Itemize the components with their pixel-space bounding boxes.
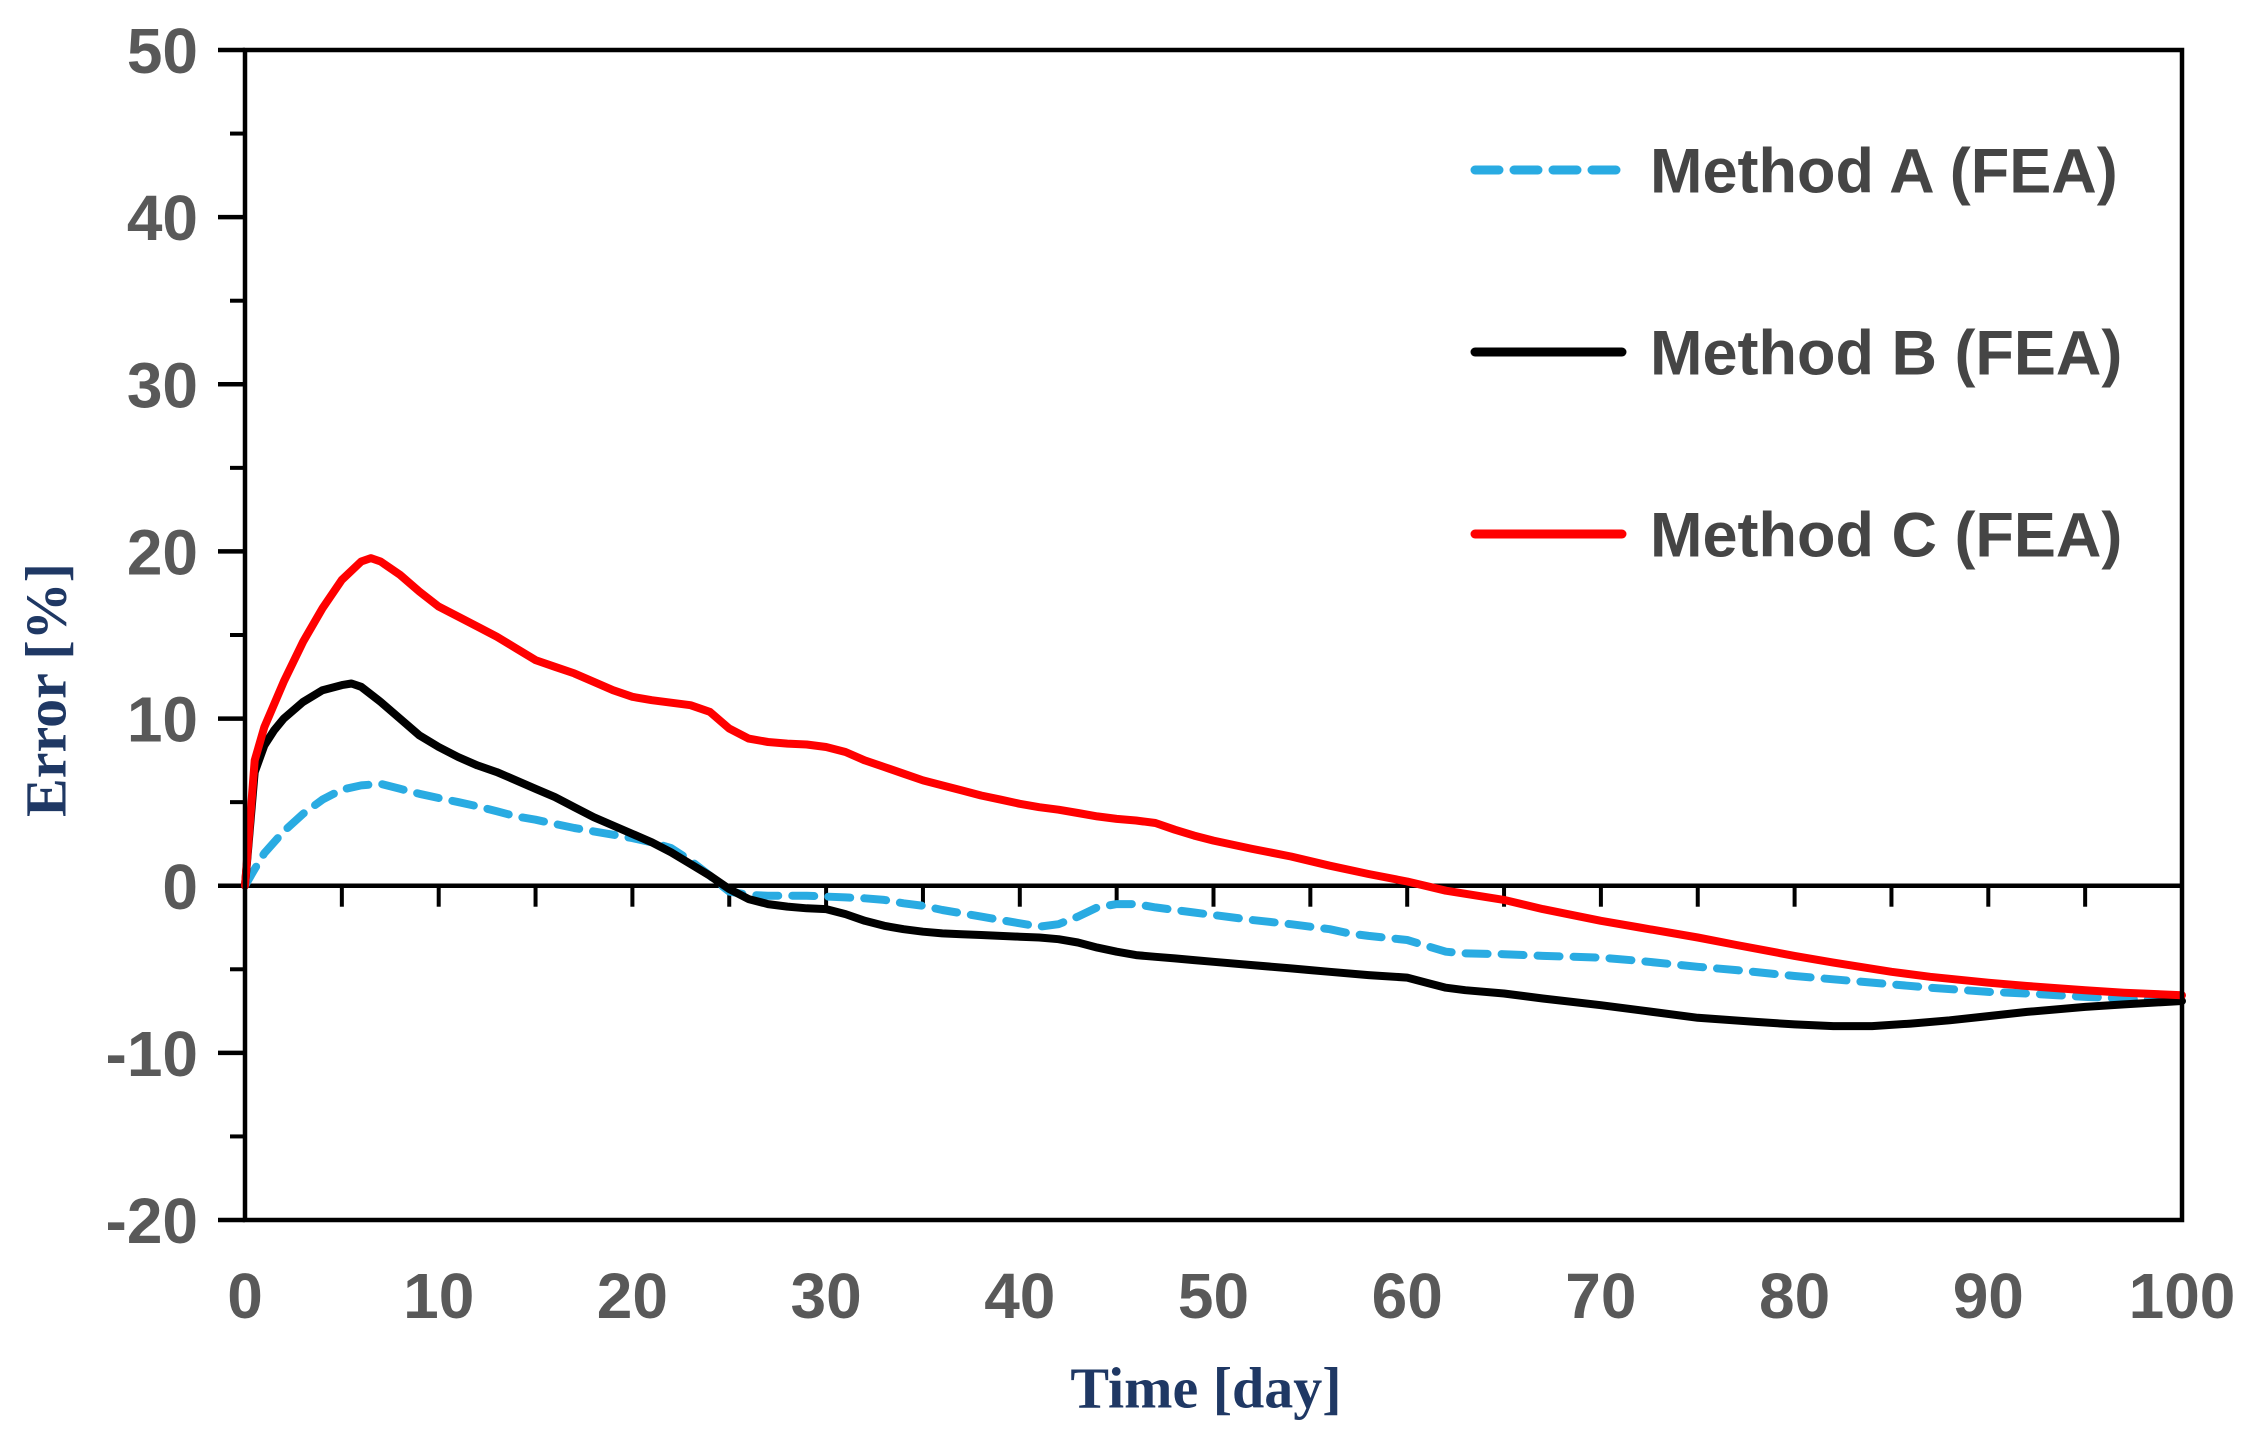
x-tick-label: 100 [2129,1260,2236,1332]
y-tick-label: -20 [106,1185,199,1257]
x-tick-label: 90 [1953,1260,2024,1332]
series-line-b [241,679,2186,1031]
x-tick-label: 60 [1372,1260,1443,1332]
y-tick-label: -10 [106,1018,199,1090]
x-tick-label: 30 [791,1260,862,1332]
legend-label: Method C (FEA) [1650,501,2122,571]
x-tick-label: 80 [1759,1260,1830,1332]
y-tick-label: 50 [127,15,198,87]
y-tick-label: 40 [127,182,198,254]
y-tick-label: 30 [127,349,198,421]
legend-item-a: Method A (FEA) [1470,137,2118,207]
y-tick-label: 0 [162,851,198,923]
legend-label: Method B (FEA) [1650,319,2122,389]
x-tick-label: 70 [1565,1260,1636,1332]
legend-item-c: Method C (FEA) [1470,501,2122,571]
legend-label: Method A (FEA) [1650,137,2118,207]
x-axis-title: Time [day] [1070,1355,1342,1421]
series-line-a [241,779,2186,1005]
x-tick-label: 10 [403,1260,474,1332]
x-tick-label: 50 [1178,1260,1249,1332]
x-tick-label: 0 [227,1260,263,1332]
series-line-c [241,554,2186,1000]
x-tick-label: 40 [984,1260,1055,1332]
y-tick-label: 20 [127,516,198,588]
x-tick-label: 20 [597,1260,668,1332]
legend-item-b: Method B (FEA) [1470,319,2122,389]
y-tick-label: 10 [127,684,198,756]
y-axis-title: Error [%] [13,563,79,817]
plot-border [242,47,2185,1223]
